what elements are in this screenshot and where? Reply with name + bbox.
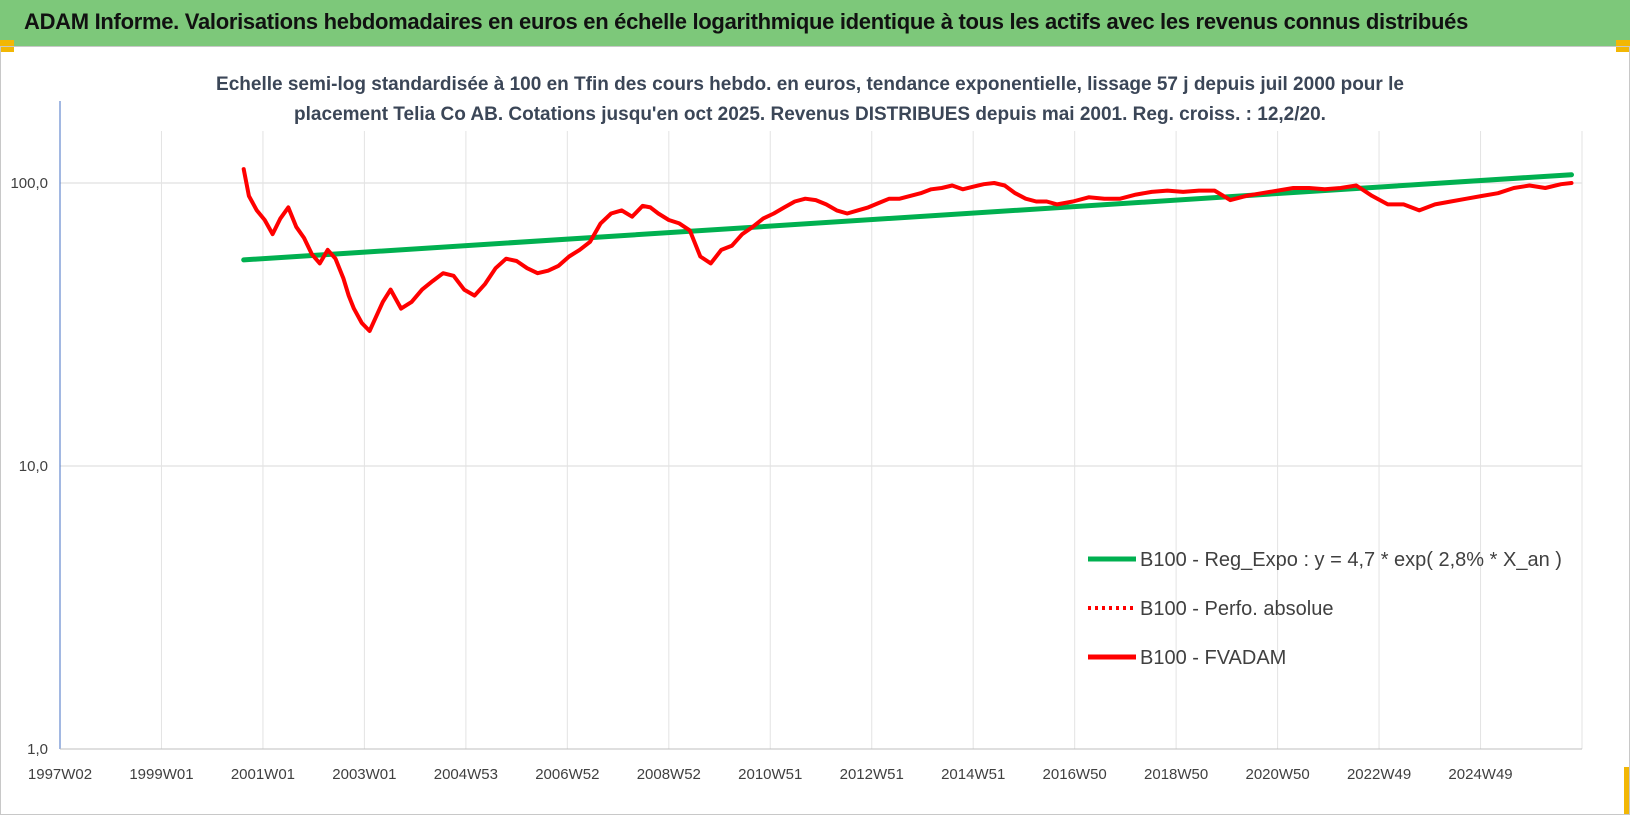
page-title: ADAM Informe. Valorisations hebdomadaire… bbox=[24, 9, 1469, 34]
chart-subtitle-line-2: placement Telia Co AB. Cotations jusqu'e… bbox=[294, 104, 1326, 125]
legend-label: B100 - Reg_Expo : y = 4,7 * exp( 2,8% * … bbox=[1140, 549, 1562, 571]
x-tick-label: 2012W51 bbox=[840, 766, 904, 783]
regression-line bbox=[241, 172, 1574, 263]
y-tick-label: 100,0 bbox=[10, 175, 48, 192]
x-tick-label: 2022W49 bbox=[1347, 766, 1411, 783]
chart-area: Echelle semi-log standardisée à 100 en T… bbox=[10, 74, 1583, 783]
header-banner: ADAM Informe. Valorisations hebdomadaire… bbox=[0, 0, 1630, 46]
chart-series bbox=[241, 167, 1574, 333]
y-tick-label: 10,0 bbox=[19, 458, 48, 475]
x-tick-label: 1999W01 bbox=[129, 766, 193, 783]
x-tick-label: 2016W50 bbox=[1043, 766, 1107, 783]
legend-label: B100 - Perfo. absolue bbox=[1140, 598, 1333, 620]
chart-subtitle-line-1: Echelle semi-log standardisée à 100 en T… bbox=[216, 74, 1404, 95]
x-tick-label: 2020W50 bbox=[1245, 766, 1309, 783]
y-tick-label: 1,0 bbox=[27, 741, 48, 758]
x-tick-label: 2003W01 bbox=[332, 766, 396, 783]
x-tick-label: 1997W02 bbox=[28, 766, 92, 783]
x-tick-label: 2001W01 bbox=[231, 766, 295, 783]
chart-legend: B100 - Reg_Expo : y = 4,7 * exp( 2,8% * … bbox=[1088, 549, 1562, 669]
x-tick-label: 2008W52 bbox=[637, 766, 701, 783]
x-tick-label: 2006W52 bbox=[535, 766, 599, 783]
x-tick-label: 2004W53 bbox=[434, 766, 498, 783]
x-tick-label: 2018W50 bbox=[1144, 766, 1208, 783]
series-line bbox=[241, 167, 1574, 333]
chart-axes: 1,0 10,0 100,0 1997W02 1999W01 2001W01 2003W01… bbox=[10, 101, 1582, 783]
x-tick-label: 2010W51 bbox=[738, 766, 802, 783]
x-tick-label: 2014W51 bbox=[941, 766, 1005, 783]
x-tick-label: 2024W49 bbox=[1448, 766, 1512, 783]
legend-label: B100 - FVADAM bbox=[1140, 647, 1286, 669]
chart-subtitle: Echelle semi-log standardisée à 100 en T… bbox=[216, 74, 1404, 125]
corner-marker-bottom-right bbox=[1624, 767, 1630, 815]
